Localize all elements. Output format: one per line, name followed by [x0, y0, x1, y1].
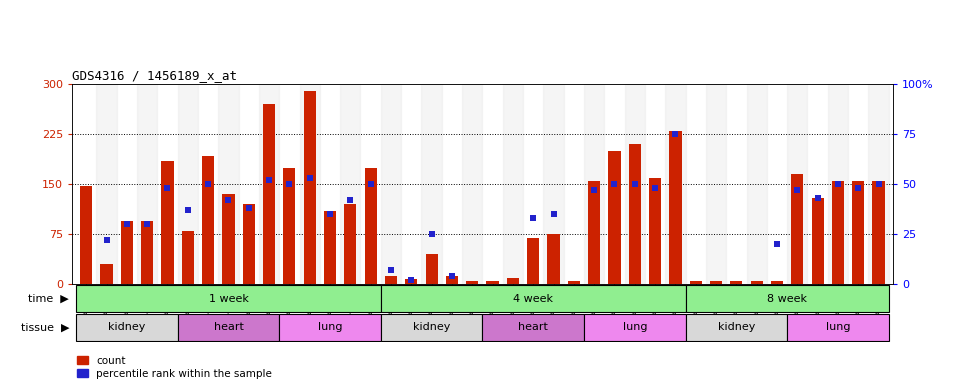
Bar	[689, 281, 702, 284]
Bar	[787, 84, 807, 284]
Bar	[665, 84, 685, 284]
Bar	[649, 178, 661, 284]
Bar	[223, 194, 234, 284]
Bar	[467, 281, 478, 284]
Text: heart: heart	[213, 322, 244, 333]
Bar	[527, 238, 540, 284]
Bar	[685, 285, 889, 313]
Text: 4 week: 4 week	[514, 293, 553, 304]
Bar	[76, 313, 178, 341]
Text: kidney: kidney	[413, 322, 450, 333]
Bar	[483, 313, 584, 341]
Bar	[80, 185, 92, 284]
Bar	[731, 281, 742, 284]
Bar	[787, 313, 889, 341]
Bar	[381, 84, 401, 284]
Bar	[161, 161, 174, 284]
Bar	[543, 84, 564, 284]
Bar	[685, 313, 787, 341]
Bar	[710, 281, 722, 284]
Bar	[141, 221, 154, 284]
Bar	[567, 281, 580, 284]
Bar	[137, 84, 157, 284]
Bar	[283, 168, 296, 284]
Bar	[771, 281, 783, 284]
Text: 1 week: 1 week	[208, 293, 249, 304]
Bar	[869, 84, 889, 284]
Bar	[76, 285, 381, 313]
Bar	[263, 104, 276, 284]
Bar	[462, 84, 482, 284]
Bar	[218, 84, 239, 284]
Bar	[811, 198, 824, 284]
Bar	[425, 254, 438, 284]
Bar	[421, 84, 442, 284]
Bar	[507, 278, 519, 284]
Bar	[873, 181, 885, 284]
Bar	[669, 131, 682, 284]
Bar	[832, 181, 844, 284]
Bar	[202, 156, 214, 284]
Bar	[852, 181, 864, 284]
Bar	[381, 313, 482, 341]
Text: kidney: kidney	[108, 322, 146, 333]
Bar	[609, 151, 620, 284]
Text: tissue  ▶: tissue ▶	[20, 322, 69, 333]
Bar	[121, 221, 132, 284]
Bar	[706, 84, 726, 284]
Legend: count, percentile rank within the sample: count, percentile rank within the sample	[77, 356, 272, 379]
Bar	[828, 84, 848, 284]
Text: GDS4316 / 1456189_x_at: GDS4316 / 1456189_x_at	[72, 69, 237, 82]
Bar	[751, 281, 763, 284]
Bar	[345, 204, 356, 284]
Bar	[584, 84, 604, 284]
Text: lung: lung	[318, 322, 343, 333]
Text: heart: heart	[518, 322, 548, 333]
Bar	[405, 279, 418, 284]
Bar	[381, 285, 685, 313]
Bar	[547, 234, 560, 284]
Bar	[445, 276, 458, 284]
Bar	[178, 84, 198, 284]
Text: 8 week: 8 week	[767, 293, 807, 304]
Bar	[385, 276, 397, 284]
Bar	[324, 211, 336, 284]
Bar	[300, 84, 320, 284]
Bar	[303, 91, 316, 284]
Bar	[96, 84, 117, 284]
Bar	[279, 313, 381, 341]
Bar	[365, 168, 376, 284]
Text: kidney: kidney	[718, 322, 756, 333]
Bar	[588, 181, 600, 284]
Bar	[243, 204, 254, 284]
Bar	[101, 264, 112, 284]
Bar	[487, 281, 498, 284]
Bar	[629, 144, 641, 284]
Bar	[259, 84, 279, 284]
Bar	[747, 84, 767, 284]
Bar	[503, 84, 523, 284]
Text: lung: lung	[826, 322, 851, 333]
Bar	[181, 231, 194, 284]
Text: lung: lung	[622, 322, 647, 333]
Text: time  ▶: time ▶	[29, 293, 69, 304]
Bar	[791, 174, 804, 284]
Bar	[340, 84, 361, 284]
Bar	[584, 313, 685, 341]
Bar	[178, 313, 279, 341]
Bar	[625, 84, 645, 284]
